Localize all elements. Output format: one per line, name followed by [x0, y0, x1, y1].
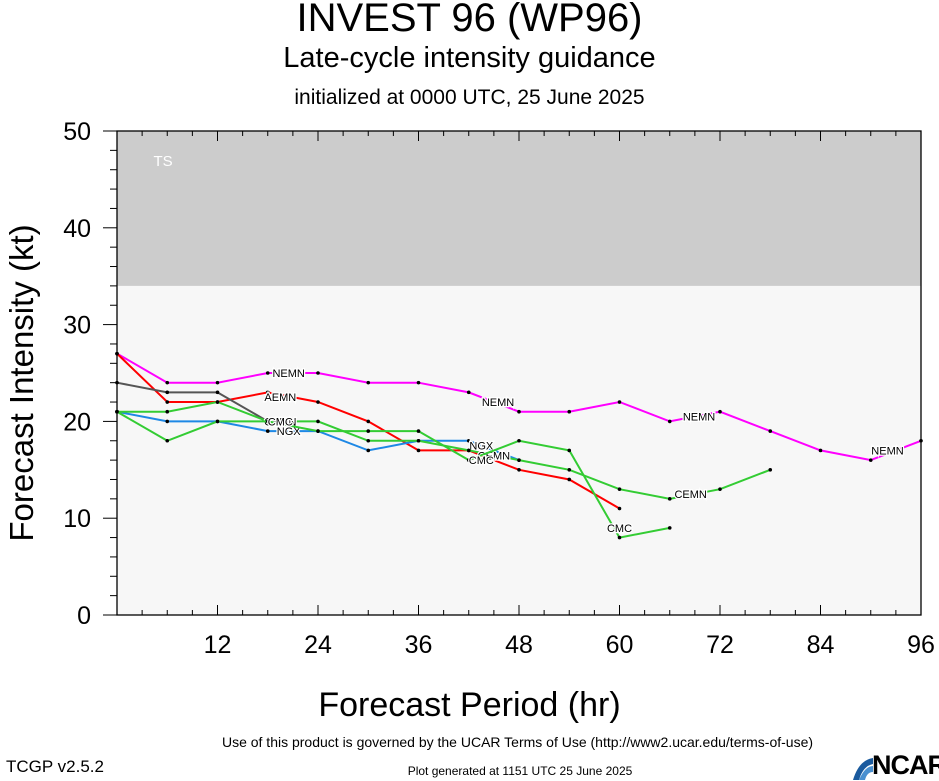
intensity-band-ts [117, 131, 921, 286]
series-label-nemn: NEMN [482, 397, 514, 409]
terms-of-use[interactable]: Use of this product is governed by the U… [221, 734, 814, 750]
series-line-cmc [116, 410, 670, 539]
data-point-nemn [919, 438, 923, 443]
plot-area: TS 12 24 36 48 60 72 84 96 0 10 20 30 40 50 NEMN NEMN NEM… [63, 118, 935, 659]
chart-title: INVEST 96 (WP96) [296, 0, 643, 40]
data-point-nemn [768, 429, 773, 433]
series-label-cmc: CMC [469, 455, 494, 467]
data-point-ngx [265, 429, 270, 433]
data-point-nemn [667, 419, 672, 424]
series-label-aemn: AEMN [264, 392, 296, 404]
data-point-cemn [718, 487, 722, 491]
data-point-nemn [265, 371, 270, 375]
x-tick-label: 72 [706, 631, 734, 659]
y-axis-label: Forecast Intensity (kt) [3, 224, 40, 542]
series-label-cemn: CEMN [674, 489, 706, 501]
data-point-nemn [718, 409, 722, 414]
data-point-aemn [416, 448, 421, 453]
data-point-nemn [215, 380, 220, 385]
data-point-cmc [165, 438, 170, 443]
data-point-aemn [265, 390, 270, 395]
data-point-cemn [466, 448, 471, 453]
data-point-ngx [165, 419, 170, 424]
data-point-aemn [366, 419, 371, 424]
data-point-cemn [667, 497, 672, 501]
x-tick-label: 36 [405, 631, 433, 659]
y-tick-label: 20 [63, 408, 91, 436]
data-point-cmc [517, 438, 521, 443]
data-point-ngx [466, 438, 471, 443]
generated-time: Plot generated at 1151 UTC 25 June 2025 [407, 764, 633, 778]
data-point-cemn [416, 438, 421, 443]
ncar-logo-text: NCAR [872, 750, 939, 780]
data-point-cemn [316, 419, 320, 424]
data-point-cmc [316, 429, 320, 433]
data-point-nemn [868, 458, 873, 462]
data-point-cemn [517, 458, 521, 462]
data-point-cemn [768, 468, 773, 472]
data-point-cemn [567, 468, 572, 472]
data-point-nemn [316, 371, 320, 375]
series-label-cmc: CMC [607, 523, 632, 535]
series-label-cmc: CMC [268, 416, 293, 428]
y-tick-label: 40 [63, 215, 91, 243]
data-point-cmc [416, 429, 421, 433]
series-label-ngx: NGX [469, 441, 494, 453]
data-point-nemn [416, 380, 421, 385]
data-point-aemn [617, 506, 622, 511]
data-point-cemn [165, 409, 170, 414]
x-axis-label: Forecast Period (hr) [318, 686, 621, 724]
ncar-logo-icon [853, 758, 873, 780]
x-tick-label: 48 [505, 631, 533, 659]
data-point-nemn [466, 390, 471, 395]
data-point-cemn [215, 400, 220, 404]
chart-subtitle: Late-cycle intensity guidance [283, 42, 656, 74]
x-tick-label: 24 [304, 631, 332, 659]
y-tick-label: 10 [63, 505, 91, 533]
data-point-cmc [617, 535, 622, 540]
series-label-nemn: NEMN [272, 368, 304, 380]
data-point-cmc [215, 419, 220, 424]
data-point-avni [165, 390, 170, 395]
data-point-cmc [366, 429, 371, 433]
series-label-ngx: NGX [277, 426, 302, 438]
x-tick-label: 96 [907, 631, 935, 659]
data-point-avni [115, 380, 119, 385]
data-point-ngx [366, 448, 371, 453]
data-point-cemn [617, 487, 622, 491]
data-point-nemn [366, 380, 371, 385]
band-label: TS [153, 153, 172, 170]
y-tick-label: 0 [77, 602, 91, 630]
data-point-nemn [617, 400, 622, 404]
data-point-cmc [667, 526, 672, 530]
version-label: TCGP v2.5.2 [6, 757, 104, 776]
data-point-nemn [818, 448, 823, 453]
data-point-aemn [316, 400, 320, 404]
data-point-nemn [567, 409, 572, 414]
y-tick-label: 50 [63, 118, 91, 146]
data-point-aemn [115, 351, 119, 356]
y-tick-label: 30 [63, 312, 91, 340]
data-point-avni [215, 390, 220, 395]
series-line-avni [116, 381, 269, 423]
series-label-nemn: NEMN [871, 445, 903, 457]
data-point-cmc [466, 458, 471, 462]
data-point-nemn [517, 409, 521, 414]
data-point-aemn [567, 477, 572, 482]
init-time: initialized at 0000 UTC, 25 June 2025 [294, 86, 645, 109]
data-point-cemn [366, 438, 371, 443]
x-tick-label: 84 [807, 631, 835, 659]
x-tick-label: 60 [606, 631, 634, 659]
data-point-cmc [567, 448, 572, 453]
data-point-cmc [115, 409, 119, 414]
data-point-cmc [265, 419, 270, 424]
data-point-aemn [165, 400, 170, 404]
data-point-nemn [165, 380, 170, 385]
series-label-nemn: NEMN [683, 412, 715, 424]
x-tick-label: 12 [204, 631, 232, 659]
data-point-aemn [517, 468, 521, 472]
